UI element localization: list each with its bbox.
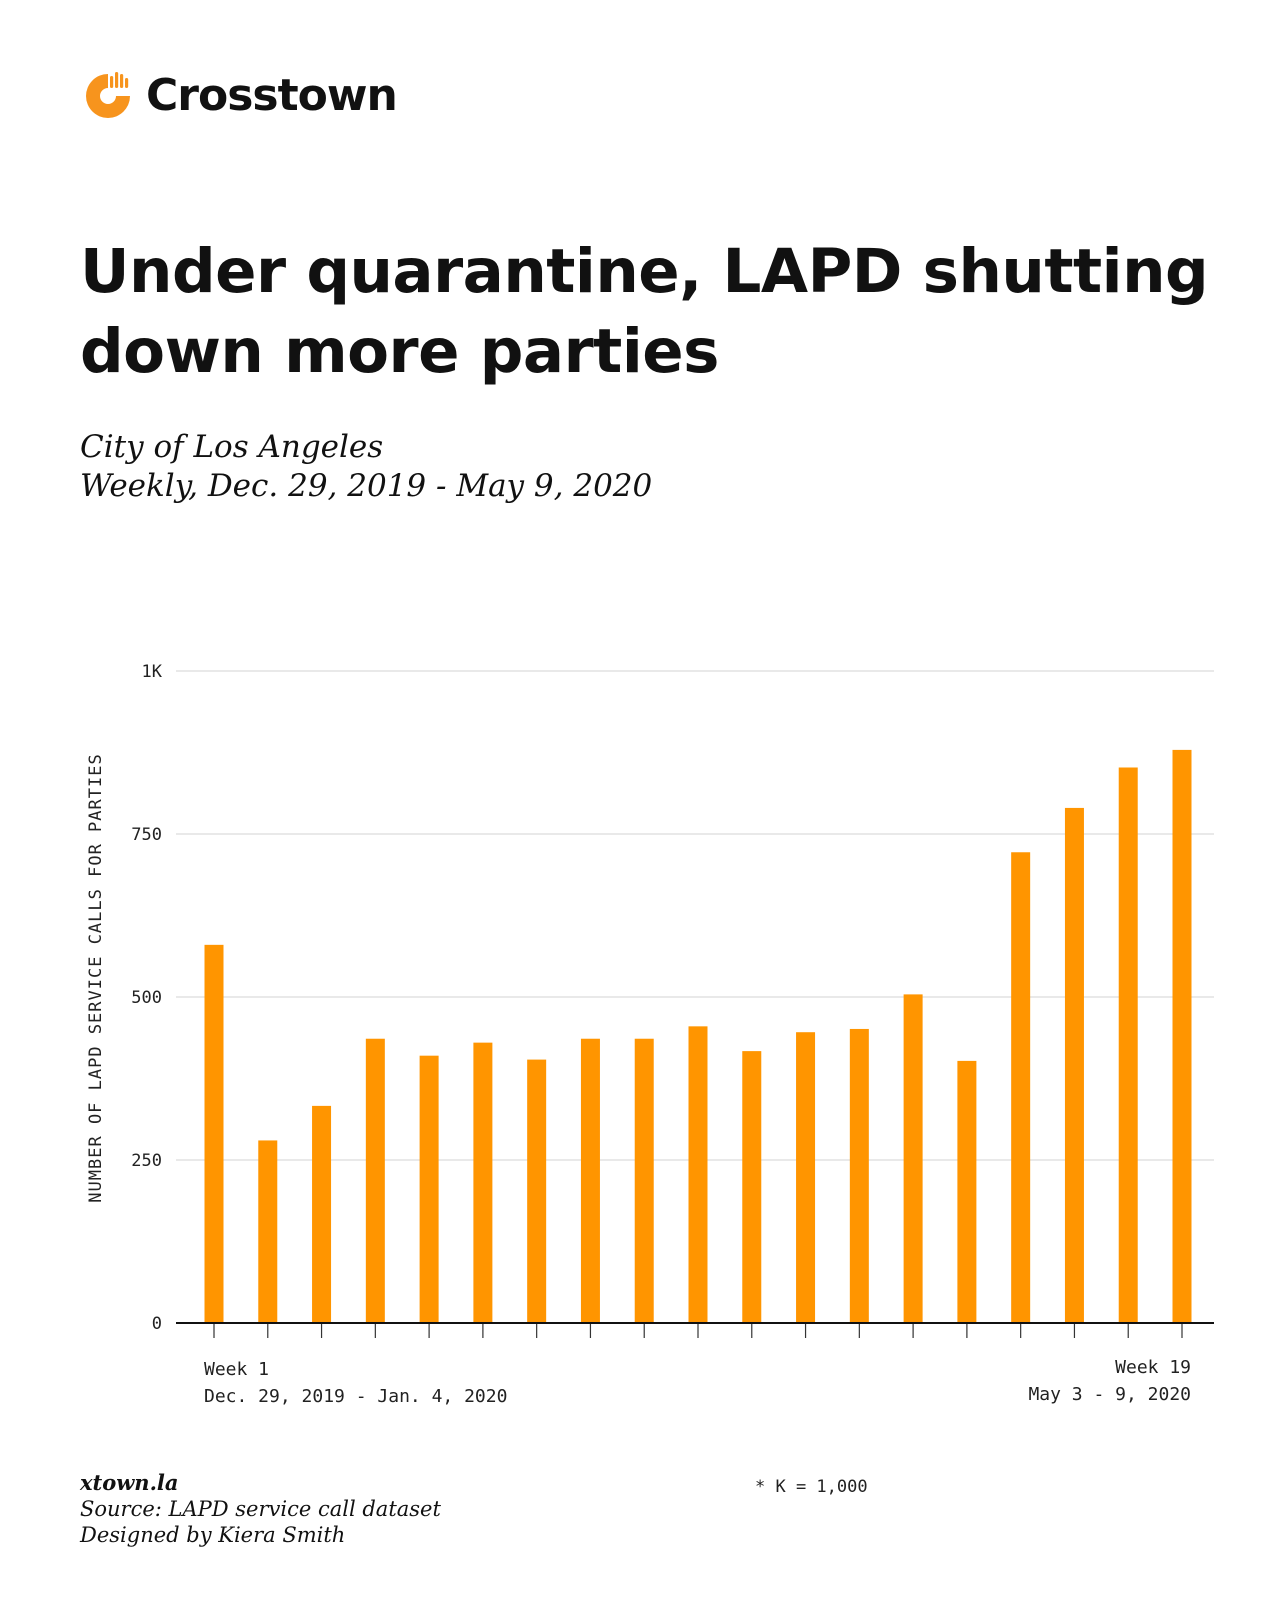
- bar-week-9: [634, 1038, 654, 1323]
- y-tick-label-1K: 1K: [142, 662, 163, 682]
- x-start-date-label: Dec. 29, 2019 - Jan. 4, 2020: [204, 1386, 507, 1407]
- x-end-date-label: May 3 - 9, 2020: [1028, 1384, 1191, 1405]
- bars: [204, 749, 1192, 1323]
- gridlines: [176, 670, 1214, 1161]
- y-tick-label-500: 500: [131, 988, 162, 1008]
- bar-week-14: [903, 994, 923, 1323]
- y-tick-label-0: 0: [152, 1314, 162, 1334]
- site-credit: xtown.la: [80, 1470, 179, 1495]
- page-title: Under quarantine, LAPD shutting down mor…: [80, 232, 1220, 392]
- unit-note: * K = 1,000: [755, 1477, 868, 1497]
- bar-week-4: [365, 1038, 385, 1323]
- designer-credit: Designed by Kiera Smith: [80, 1523, 346, 1547]
- bar-week-16: [1011, 852, 1031, 1323]
- subtitle-date-range: Weekly, Dec. 29, 2019 - May 9, 2020: [80, 468, 653, 504]
- y-axis-ticks: 0 250 500 750 1K: [131, 662, 162, 1334]
- x-axis: [176, 1322, 1214, 1338]
- bar-week-18: [1118, 767, 1138, 1323]
- title-line-1: Under quarantine, LAPD shutting: [80, 236, 1209, 307]
- bar-week-13: [849, 1028, 869, 1323]
- bar-week-17: [1064, 807, 1084, 1323]
- y-tick-label-750: 750: [131, 825, 162, 845]
- brand: Crosstown: [80, 68, 398, 124]
- bar-week-6: [473, 1042, 493, 1323]
- brand-name: Crosstown: [146, 70, 398, 121]
- x-start-week-label: Week 1: [204, 1359, 269, 1380]
- bar-week-8: [580, 1038, 600, 1323]
- bar-week-3: [312, 1105, 332, 1323]
- bar-week-5: [419, 1055, 439, 1323]
- bar-week-10: [688, 1026, 708, 1323]
- subtitle-location: City of Los Angeles: [80, 429, 384, 465]
- source-credit: Source: LAPD service call dataset: [80, 1497, 441, 1521]
- subtitle: City of Los Angeles Weekly, Dec. 29, 201…: [80, 428, 652, 506]
- bar-week-7: [527, 1059, 547, 1323]
- y-axis-label: NUMBER OF LAPD SERVICE CALLS FOR PARTIES: [86, 753, 106, 1202]
- bar-week-2: [258, 1140, 278, 1323]
- crosstown-hand-logo-icon: [86, 72, 130, 118]
- x-end-week-label: Week 19: [1115, 1357, 1191, 1378]
- bar-week-12: [796, 1032, 816, 1323]
- bar-week-19: [1172, 749, 1192, 1323]
- bar-week-11: [742, 1051, 762, 1323]
- y-tick-label-250: 250: [131, 1151, 162, 1171]
- bar-week-15: [957, 1060, 977, 1323]
- bar-week-1: [204, 944, 224, 1323]
- title-line-2: down more parties: [80, 316, 719, 387]
- footer: xtown.la Source: LAPD service call datas…: [80, 1470, 441, 1548]
